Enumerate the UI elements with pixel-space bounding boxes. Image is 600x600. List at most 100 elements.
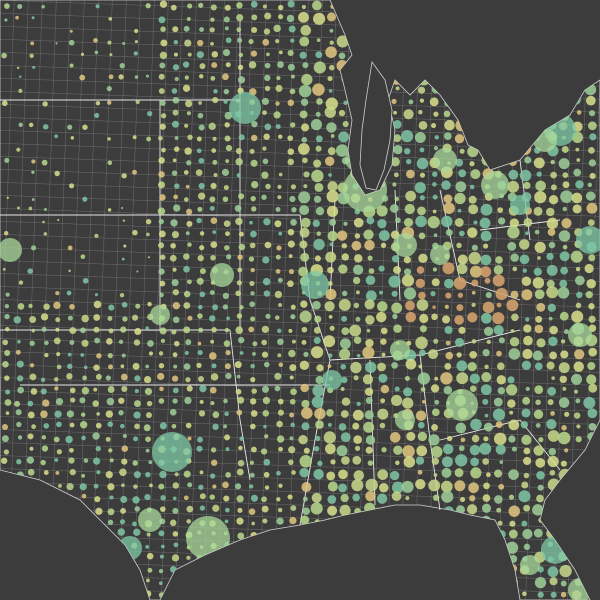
bubble	[456, 242, 462, 249]
bubble	[54, 386, 59, 391]
bubble	[250, 195, 256, 202]
bubble	[250, 134, 258, 142]
bubble	[560, 190, 573, 203]
bubble	[197, 254, 204, 262]
bubble	[56, 449, 62, 455]
bubble	[395, 86, 400, 91]
bubble	[330, 134, 335, 138]
bubble	[403, 287, 417, 300]
bubble	[484, 277, 491, 284]
bubble	[225, 144, 233, 152]
bubble	[445, 292, 452, 299]
bubble	[576, 424, 581, 429]
bubble	[482, 458, 490, 465]
bubble	[443, 278, 454, 289]
bubble	[263, 218, 271, 226]
bubble	[210, 401, 215, 406]
bubble	[32, 65, 36, 69]
bubble	[4, 399, 12, 406]
bubble	[564, 411, 570, 417]
bubble	[497, 207, 504, 213]
bubble	[209, 494, 215, 500]
bubble	[118, 410, 124, 416]
bubble	[212, 159, 218, 165]
bubble	[327, 481, 338, 492]
bubble	[415, 410, 427, 421]
bubble	[576, 110, 582, 115]
bubble	[158, 568, 164, 574]
bubble	[109, 458, 114, 463]
bubble	[353, 336, 362, 344]
bubble	[403, 147, 411, 155]
bubble	[467, 227, 478, 238]
bubble	[96, 470, 101, 475]
bubble	[158, 398, 165, 404]
bubble	[157, 181, 166, 189]
bubble	[174, 183, 180, 189]
bubble	[479, 217, 491, 229]
bubble	[287, 99, 295, 107]
bubble	[172, 26, 179, 33]
bubble	[300, 98, 309, 106]
bubble	[299, 467, 310, 478]
bubble	[264, 485, 270, 490]
bubble	[313, 159, 322, 168]
bubble	[66, 373, 73, 380]
bubble	[17, 339, 21, 344]
bubble	[234, 205, 242, 212]
bubble	[212, 423, 219, 431]
bubble	[456, 372, 469, 385]
bubble	[224, 122, 230, 128]
bubble	[236, 14, 244, 22]
bubble	[562, 172, 569, 179]
bubble	[378, 230, 390, 242]
bubble	[508, 169, 519, 180]
bubble	[81, 339, 89, 347]
bubble	[106, 397, 115, 406]
bubble	[287, 158, 295, 166]
bubble	[575, 180, 584, 189]
bubble	[144, 493, 151, 501]
bubble	[273, 111, 281, 119]
bubble	[159, 0, 168, 8]
bubble	[199, 245, 205, 251]
bubble	[468, 204, 479, 215]
bubble	[547, 303, 556, 312]
bubble	[570, 250, 583, 263]
bubble	[16, 66, 20, 70]
bubble	[549, 469, 556, 476]
bubble	[428, 479, 441, 492]
bubble	[482, 301, 495, 314]
bubble	[250, 410, 258, 417]
bubble	[120, 326, 127, 333]
bubble	[239, 351, 244, 355]
bubble	[108, 328, 114, 334]
bubble	[417, 431, 428, 442]
bubble	[96, 412, 100, 416]
bubble	[290, 505, 297, 512]
bubble	[80, 353, 85, 357]
bubble	[2, 267, 6, 271]
bubble	[198, 484, 204, 490]
bubble	[249, 242, 256, 249]
bubble	[588, 303, 595, 310]
bubble	[278, 134, 283, 139]
bubble	[93, 457, 101, 465]
bubble	[325, 288, 337, 300]
bubble	[54, 134, 58, 139]
bubble	[289, 88, 296, 95]
bubble	[469, 265, 482, 278]
bubble	[572, 204, 582, 214]
bubble	[482, 349, 490, 357]
bubble	[388, 275, 401, 288]
bubble	[301, 399, 310, 408]
bubble	[312, 300, 321, 310]
bubble	[197, 206, 203, 212]
bubble	[301, 73, 313, 86]
bubble	[549, 577, 558, 586]
bubble	[264, 12, 272, 20]
bubble	[229, 92, 261, 124]
bubble	[172, 507, 179, 514]
